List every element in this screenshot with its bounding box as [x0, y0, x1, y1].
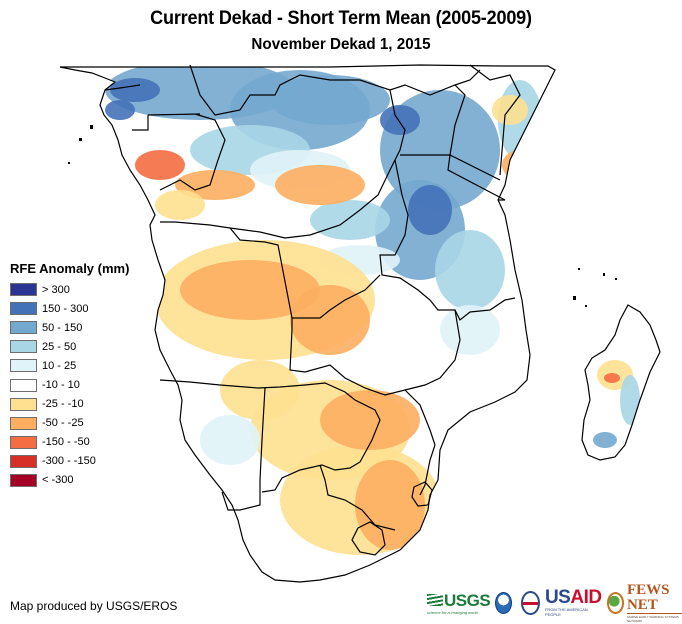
anomaly-patch — [408, 185, 452, 235]
legend-title: RFE Anomaly (mm) — [10, 261, 130, 276]
legend-label: -300 - -150 — [42, 455, 96, 468]
legend-item: -10 - 10 — [10, 375, 129, 394]
legend-item: 50 - 150 — [10, 318, 129, 337]
border — [411, 481, 433, 507]
country-borders — [59, 64, 661, 583]
legend-label: 10 - 25 — [42, 359, 77, 372]
anomaly-patch — [135, 150, 185, 180]
usaid-us: US — [544, 587, 571, 608]
map-title: Current Dekad - Short Term Mean (2005-20… — [150, 8, 532, 29]
anomaly-patch — [593, 432, 617, 448]
noaa-logo-icon — [495, 592, 513, 614]
anomaly-patch — [492, 95, 528, 125]
legend-item: 25 - 50 — [10, 337, 129, 356]
partner-logos: USGS science for a changing world USAID … — [427, 583, 682, 623]
legend-item: -150 - -50 — [10, 433, 129, 452]
usaid-tagline: FROM THE AMERICAN PEOPLE — [544, 607, 588, 617]
legend-label: -10 - 10 — [42, 379, 80, 392]
legend-items: > 300 150 - 300 50 - 150 25 - 50 10 - 25 -10 … — [10, 280, 129, 490]
legend-swatch — [10, 378, 37, 392]
legend-item: 10 - 25 — [10, 356, 129, 375]
anomaly-patch — [320, 390, 420, 450]
usaid-seal-icon — [521, 591, 540, 615]
legend-swatch — [10, 435, 37, 449]
anomaly-map — [59, 64, 661, 600]
legend-swatch — [10, 473, 37, 487]
legend-label: < -300 — [42, 474, 74, 487]
anomaly-patch — [510, 160, 530, 180]
usaid-aid: AID — [570, 587, 602, 608]
legend-swatch — [10, 283, 37, 297]
fews-globe-icon — [606, 592, 624, 614]
legend-item: 150 - 300 — [10, 299, 129, 318]
border — [159, 221, 381, 493]
legend-label: -50 - -25 — [42, 417, 84, 430]
anomaly-patch — [380, 105, 420, 135]
legend-swatch — [10, 416, 37, 430]
legend-item: -25 - -10 — [10, 395, 129, 414]
legend: RFE Anomaly (mm) > 300 150 - 300 50 - 150 2… — [10, 261, 129, 490]
islands — [68, 125, 617, 307]
border — [289, 159, 461, 396]
border — [221, 297, 516, 531]
legend-swatch — [10, 397, 37, 411]
map-subtitle: November Dekad 1, 2015 — [251, 36, 431, 53]
anomaly-patch — [175, 170, 255, 200]
anomaly-patch — [110, 78, 160, 102]
legend-item: -300 - -150 — [10, 452, 129, 471]
anomaly-patch — [300, 583, 370, 600]
usgs-waves-icon — [427, 594, 443, 606]
usgs-tagline: science for a changing world — [427, 609, 478, 615]
anomaly-patch — [105, 100, 135, 120]
border — [174, 64, 481, 239]
legend-label: 150 - 300 — [42, 302, 89, 315]
usgs-logo: USGS science for a changing world — [427, 590, 491, 615]
anomaly-patch — [440, 305, 500, 355]
anomaly-patch — [270, 75, 390, 125]
legend-label: 50 - 150 — [42, 321, 83, 334]
fews-net-logo: FEWS NET FAMINE EARLY WARNING SYSTEMS NE… — [626, 583, 682, 623]
anomaly-patch — [604, 373, 620, 383]
legend-swatch — [10, 359, 37, 373]
anomaly-patch — [290, 285, 370, 355]
legend-item: -50 - -25 — [10, 414, 129, 433]
legend-item: < -300 — [10, 471, 129, 490]
anomaly-patch — [200, 415, 260, 465]
fews-wordmark: FEWS NET — [626, 583, 682, 614]
anomaly-patch — [355, 460, 425, 550]
fews-tagline: FAMINE EARLY WARNING SYSTEMS NETWORK — [626, 615, 679, 623]
anomaly-patch — [275, 165, 365, 205]
usaid-logo: USAID FROM THE AMERICAN PEOPLE — [544, 587, 602, 617]
anomaly-patch — [180, 260, 320, 320]
anomaly-patch — [310, 200, 390, 240]
credit-text: Map produced by USGS/EROS — [10, 599, 178, 613]
legend-label: 25 - 50 — [42, 340, 77, 353]
legend-item: > 300 — [10, 280, 129, 299]
anomaly-raster — [105, 65, 640, 600]
anomaly-patch — [435, 230, 505, 310]
anomaly-patch — [220, 360, 300, 420]
legend-swatch — [10, 302, 37, 316]
legend-label: -150 - -50 — [42, 436, 90, 449]
legend-swatch — [10, 340, 37, 354]
border — [104, 84, 226, 191]
usgs-wordmark: USGS — [444, 590, 491, 610]
legend-swatch — [10, 454, 37, 468]
anomaly-patch — [620, 375, 640, 425]
legend-label: -25 - -10 — [42, 398, 84, 411]
anomaly-patch — [155, 190, 205, 220]
border — [351, 521, 386, 556]
legend-label: > 300 — [42, 283, 70, 296]
border — [400, 64, 521, 201]
legend-swatch — [10, 321, 37, 335]
